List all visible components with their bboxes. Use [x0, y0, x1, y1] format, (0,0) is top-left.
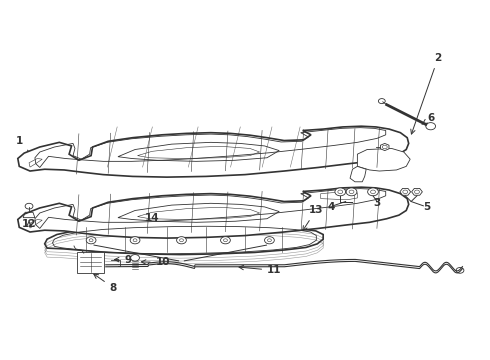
Polygon shape [357, 148, 410, 171]
Text: 6: 6 [422, 113, 434, 124]
Text: 12: 12 [22, 219, 36, 229]
Text: 8: 8 [94, 274, 117, 293]
Text: 5: 5 [423, 202, 430, 212]
Circle shape [346, 188, 357, 196]
Polygon shape [381, 143, 389, 150]
Circle shape [220, 237, 230, 244]
Polygon shape [18, 126, 409, 177]
Text: 13: 13 [303, 206, 323, 230]
Circle shape [130, 237, 140, 244]
Text: 2: 2 [411, 53, 441, 134]
Circle shape [86, 237, 96, 244]
Polygon shape [412, 188, 422, 195]
Polygon shape [400, 188, 411, 195]
Text: 10: 10 [142, 257, 170, 267]
Polygon shape [18, 187, 409, 238]
Text: 11: 11 [239, 265, 282, 275]
Circle shape [335, 188, 345, 196]
Polygon shape [350, 166, 366, 182]
Text: 7: 7 [353, 142, 372, 152]
Circle shape [368, 188, 378, 196]
Text: 9: 9 [115, 255, 131, 265]
Circle shape [131, 255, 140, 261]
Polygon shape [45, 225, 323, 255]
Circle shape [265, 237, 274, 244]
Circle shape [176, 237, 186, 244]
Text: 1: 1 [16, 136, 33, 157]
FancyBboxPatch shape [77, 252, 104, 273]
Text: 4: 4 [327, 202, 335, 212]
Text: 14: 14 [145, 213, 159, 222]
Text: 3: 3 [373, 198, 381, 208]
